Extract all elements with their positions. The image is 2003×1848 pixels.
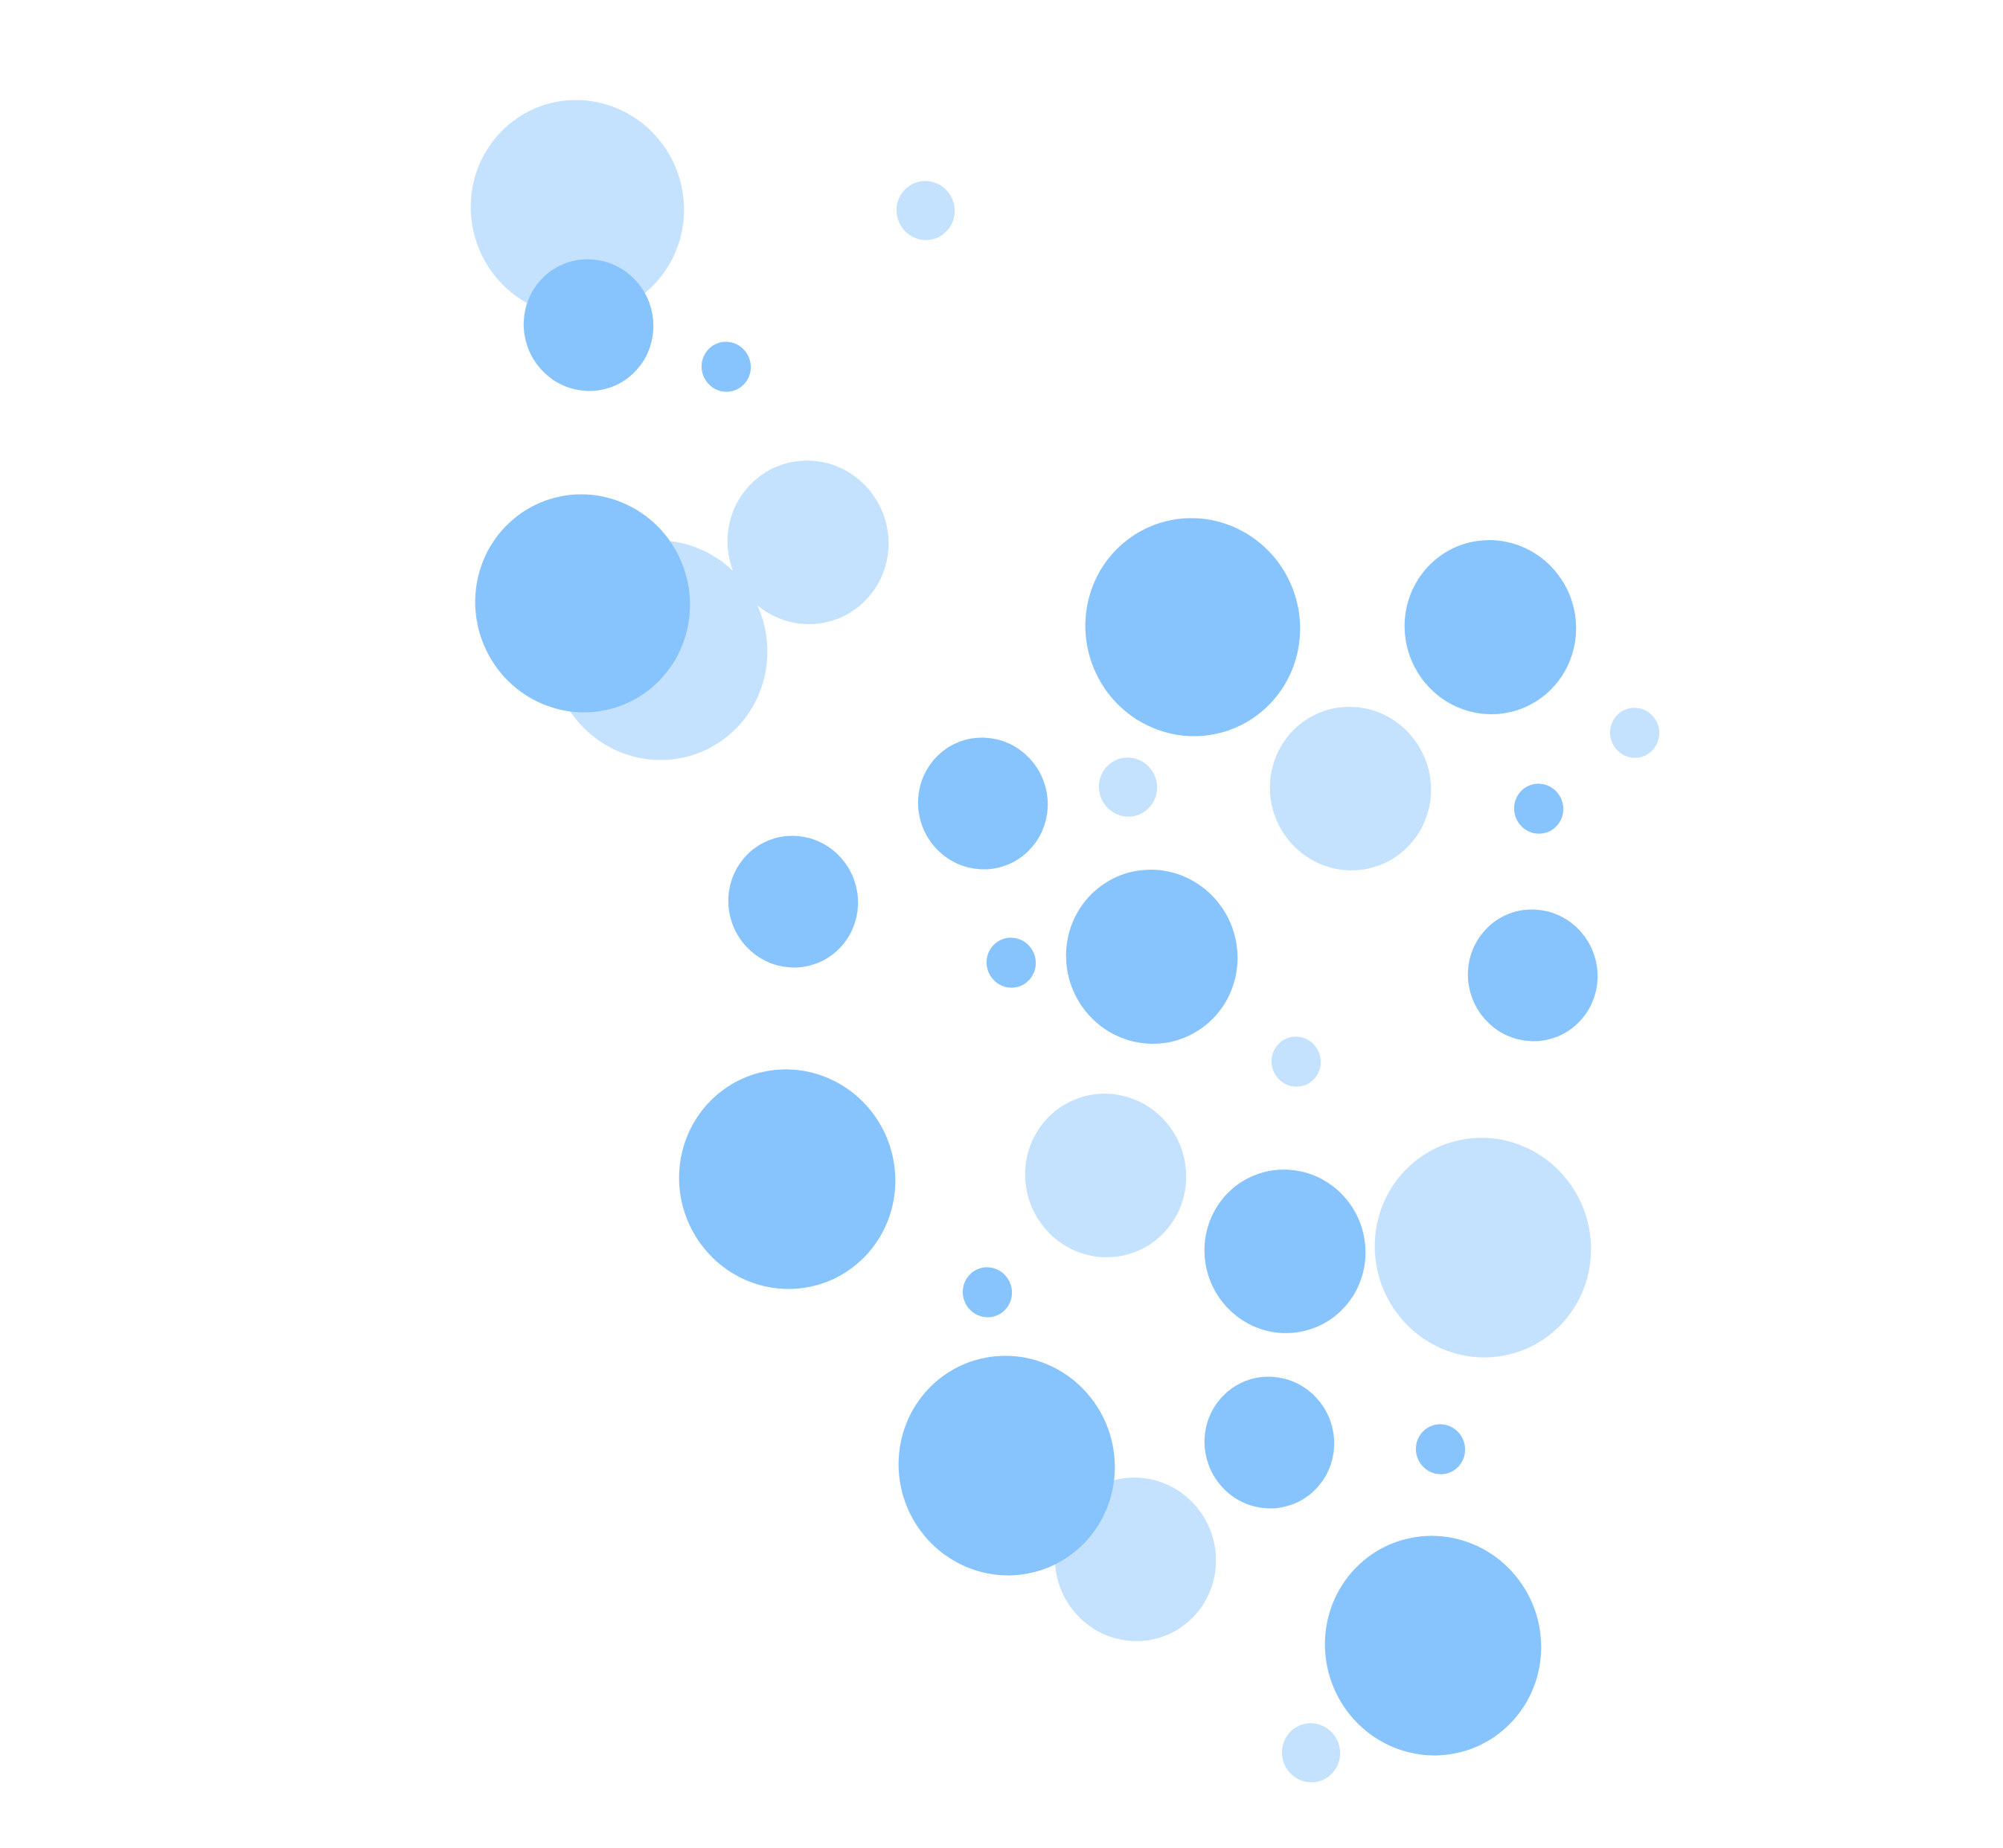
bubble-medium xyxy=(523,259,654,391)
bubble-medium xyxy=(475,494,690,713)
bubble-medium xyxy=(986,937,1036,988)
bubble-medium xyxy=(1415,1424,1466,1475)
bubble-medium xyxy=(1513,783,1564,834)
bubble-medium xyxy=(1324,1536,1542,1756)
bubble-light xyxy=(1281,1723,1341,1783)
bubble-medium xyxy=(701,341,751,392)
bubble-medium xyxy=(1204,1376,1335,1509)
bubble-light xyxy=(896,181,955,240)
bubble-medium xyxy=(679,1069,896,1289)
bubble-medium xyxy=(1467,909,1598,1042)
bubble-light xyxy=(1374,1138,1592,1358)
bubble-medium xyxy=(1085,518,1301,737)
bubble-group xyxy=(470,100,1660,1783)
bubble-medium xyxy=(898,1355,1115,1576)
bubble-medium xyxy=(1404,539,1577,715)
bubble-light xyxy=(470,100,685,317)
bubble-light xyxy=(1609,708,1660,758)
bubble-light xyxy=(1269,707,1432,870)
bubble-light xyxy=(1025,1094,1187,1257)
bubble-light xyxy=(1098,757,1158,817)
bubble-medium xyxy=(1204,1170,1366,1333)
bubble-light xyxy=(727,461,889,624)
bubble-light xyxy=(1271,1036,1321,1087)
bubble-medium xyxy=(1065,869,1238,1045)
bubble-medium xyxy=(728,835,859,968)
bubble-medium xyxy=(917,737,1048,870)
bubble-medium xyxy=(962,1267,1013,1318)
